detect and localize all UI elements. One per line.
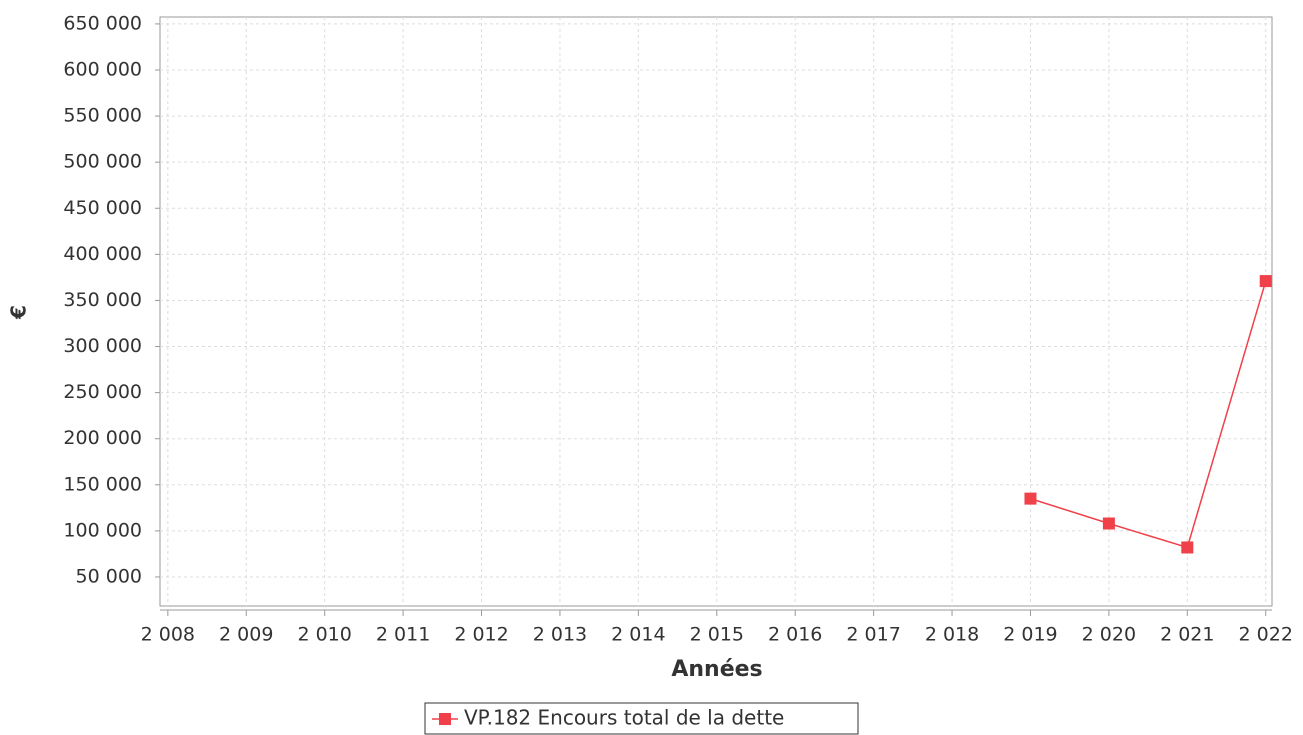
y-tick-label: 600 000 [63,59,142,81]
x-tick-label: 2 021 [1160,624,1214,646]
x-tick-label: 2 014 [611,624,665,646]
x-tick-label: 2 020 [1082,624,1136,646]
y-tick-label: 200 000 [63,427,142,449]
x-tick-label: 2 017 [846,624,900,646]
legend-label: VP.182 Encours total de la dette [464,706,784,730]
series-line [1030,280,1267,549]
y-tick-label: 450 000 [63,197,142,219]
y-tick-label: 650 000 [63,12,142,34]
x-tick-label: 2 008 [141,624,195,646]
data-point [1181,541,1194,554]
x-tick-label: 2 013 [533,624,587,646]
data-point [1024,492,1037,505]
x-tick-label: 2 018 [925,624,979,646]
data-point [1259,275,1272,288]
y-tick-label: 400 000 [63,243,142,265]
y-tick-label: 300 000 [63,335,142,357]
y-tick-label: 100 000 [63,519,142,541]
x-tick-label: 2 011 [376,624,430,646]
x-tick-label: 2 019 [1003,624,1057,646]
legend-box [424,702,859,735]
y-tick-label: 50 000 [76,565,142,587]
x-tick-label: 2 009 [219,624,273,646]
x-tick-label: 2 016 [768,624,822,646]
x-tick-label: 2 012 [454,624,508,646]
y-tick-label: 550 000 [63,105,142,127]
x-tick-label: 2 022 [1239,624,1293,646]
y-tick-label: 350 000 [63,289,142,311]
x-axis-label: Années [671,657,762,682]
plot-area [159,16,1273,607]
y-tick-label: 500 000 [63,151,142,173]
x-tick-label: 2 015 [690,624,744,646]
y-tick-label: 250 000 [63,381,142,403]
x-tick-label: 2 010 [297,624,351,646]
y-tick-label: 150 000 [63,473,142,495]
data-point [1102,517,1115,530]
legend-marker [439,713,451,725]
y-axis-label: € [7,305,31,320]
